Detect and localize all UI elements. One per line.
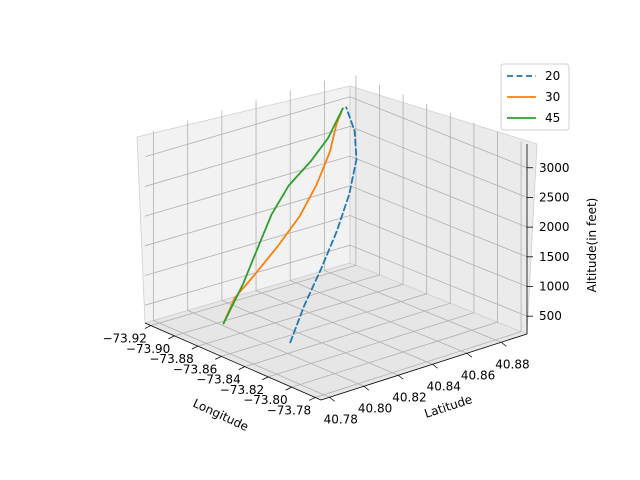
x-tick-label-7: −73.78 [267,403,311,417]
y-tick-label-0: 40.78 [324,412,358,426]
z-tick-label-2: 1500 [539,250,570,264]
y-tick-label-3: 40.84 [427,379,461,393]
x-axis-ticks: −73.92−73.90−73.88−73.86−73.84−73.82−73.… [102,325,316,417]
gridline-y-3 [255,100,433,365]
y-axis-label: Latitude [423,392,474,421]
gridline-y-2 [221,110,399,376]
y-tick-mark-3 [432,363,438,369]
gridlines [144,75,528,398]
gridline-x-3 [221,103,428,357]
gridline-x-5 [268,122,475,378]
x-tick-label-6: −73.80 [243,393,287,407]
y-tick-label-1: 40.80 [358,401,392,415]
legend-label-20: 20 [545,69,560,83]
gridline-x-0 [150,75,357,326]
axes-panes [136,85,538,401]
gridline-z-2 [144,185,528,258]
x-tick-mark-1 [168,335,175,340]
gridline-y-0 [153,130,330,398]
x-tick-mark-6 [285,386,292,391]
x-tick-mark-0 [144,325,152,329]
gridline-x-1 [174,84,380,337]
gridline-z-3 [144,155,528,228]
y-tick-label-4: 40.86 [461,368,495,382]
x-tick-label-0: −73.92 [102,332,146,346]
y-tick-mark-0 [329,396,335,402]
x-tick-label-5: −73.82 [220,383,264,397]
z-tick-label-5: 3000 [539,161,570,175]
gridline-z-5 [144,96,528,169]
y-tick-mark-5 [501,341,507,347]
x-tick-mark-5 [262,376,269,381]
x-tick-mark-4 [238,366,245,370]
x-tick-label-4: −73.84 [196,373,240,387]
y-tick-mark-1 [363,385,370,391]
series-line-30 [222,107,344,325]
z-tick-label-4: 2500 [539,190,570,204]
z-tick-label-1: 1000 [539,280,570,294]
y-tick-mark-2 [398,374,404,380]
series-lines [222,106,358,344]
x-tick-label-1: −73.90 [126,342,170,356]
gridline-y-1 [187,120,365,387]
x-tick-mark-3 [215,356,222,360]
x-tick-mark-2 [191,345,198,350]
series-line-45 [222,107,344,325]
y-tick-label-5: 40.88 [495,357,529,371]
z-axis-label: Altitude(in feet) [585,198,599,293]
gridline-x-2 [197,94,404,347]
x-tick-mark-7 [308,397,316,401]
legend-label-30: 30 [545,90,560,104]
gridline-x-4 [244,113,451,368]
x-axis-label: Longitude [191,396,251,434]
legend[interactable]: 20 30 45 [500,63,570,131]
legend-label-45: 45 [545,111,560,125]
gridline-z-4 [144,126,528,198]
gridline-x-6 [291,132,498,388]
z-tick-label-3: 2000 [539,220,570,234]
gridline-x-7 [315,141,522,398]
series-line-20 [289,106,358,344]
x-tick-label-3: −73.86 [173,362,217,376]
x-tick-label-2: −73.88 [149,352,193,366]
y-axis-line [320,333,528,401]
y-tick-label-2: 40.82 [392,390,426,404]
z-axis-ticks: 500 1000 1500 2000 2500 3000 [527,161,570,323]
gridline-z-1 [144,215,528,287]
y-tick-mark-4 [466,352,473,358]
gridline-y-4 [289,90,468,354]
z-tick-label-0: 500 [539,309,562,323]
gridline-z-0 [144,244,528,317]
